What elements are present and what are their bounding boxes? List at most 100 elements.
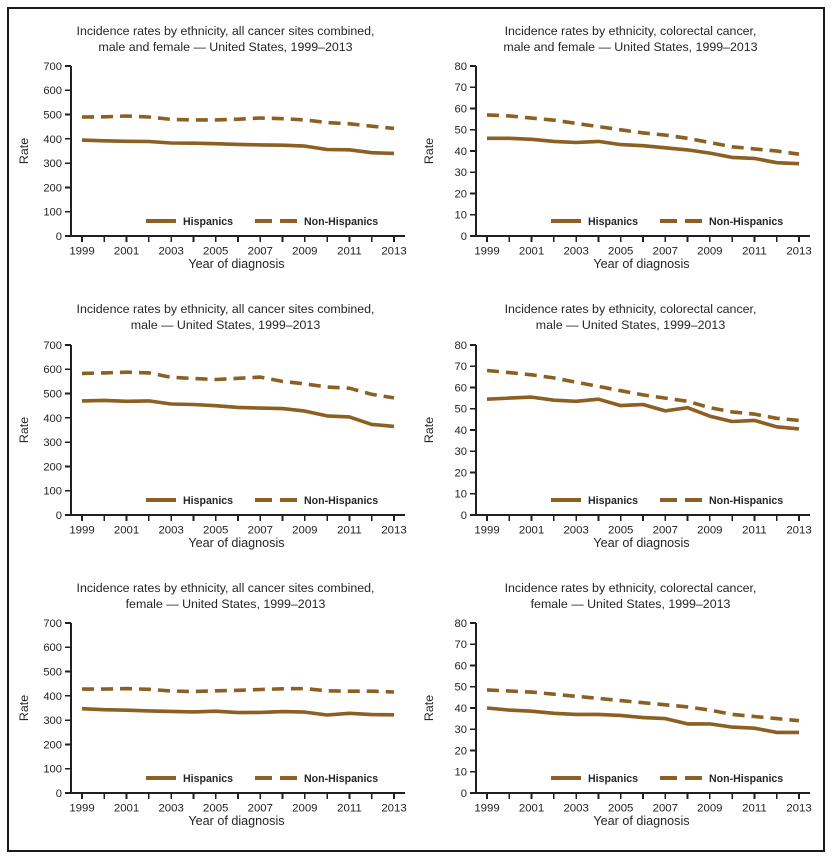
- non-hispanics-legend-label: Non-Hispanics: [304, 495, 378, 507]
- y-axis-ticks: 0 100 200 300 400 500 600 700: [43, 61, 71, 243]
- y-tick-label: 400: [43, 134, 62, 146]
- y-tick-label: 80: [454, 618, 466, 630]
- legend: Hispanics Non-Hispanics: [145, 216, 378, 228]
- x-axis-label: Year of diagnosis: [188, 813, 285, 828]
- y-tick-label: 500: [43, 666, 62, 678]
- x-tick-label: 2013: [381, 246, 406, 258]
- x-tick-label: 2011: [337, 802, 362, 814]
- y-tick-label: 500: [43, 110, 62, 122]
- y-tick-label: 0: [55, 509, 61, 521]
- chart-panel-colorectal-male: Incidence rates by ethnicity, colorectal…: [416, 290, 821, 568]
- hispanics-legend-label: Hispanics: [588, 773, 638, 785]
- non-hispanics-legend-label: Non-Hispanics: [304, 216, 378, 228]
- line-chart-all-sites-male-female: 0 100 200 300 400 500 600 700 1999 2001 2003 2005 20…: [17, 61, 407, 258]
- x-tick-label: 1999: [474, 524, 499, 536]
- chart-title: Incidence rates by ethnicity, colorectal…: [416, 23, 821, 55]
- x-tick-label: 1999: [474, 802, 499, 814]
- y-tick-label: 30: [454, 724, 466, 736]
- chart-title-line1: Incidence rates by ethnicity, all cancer…: [76, 24, 375, 38]
- y-tick-label: 100: [43, 764, 62, 776]
- x-tick-label: 2003: [158, 802, 183, 814]
- non-hispanics-legend-label: Non-Hispanics: [709, 773, 783, 785]
- chart-title-line1: Incidence rates by ethnicity, colorectal…: [504, 302, 757, 317]
- x-tick-label: 2013: [786, 524, 811, 536]
- y-tick-label: 50: [454, 682, 466, 694]
- chart-title-line2: male — United States, 1999–2013: [130, 318, 321, 333]
- x-tick-label: 2009: [292, 802, 317, 814]
- chart-title-line1: Incidence rates by ethnicity, colorectal…: [504, 580, 757, 595]
- x-tick-label: 2011: [337, 524, 362, 536]
- y-tick-label: 20: [454, 467, 466, 479]
- x-tick-label: 2007: [247, 802, 272, 814]
- y-tick-label: 400: [43, 412, 62, 424]
- y-tick-label: 0: [55, 788, 61, 800]
- x-tick-label: 2005: [608, 246, 633, 258]
- x-axis-ticks: 1999 2001 2003 2005 2007 2009 2011 2013: [69, 514, 406, 536]
- hispanics-line: [81, 706, 394, 717]
- chart-panel-colorectal-female: Incidence rates by ethnicity, colorectal…: [416, 569, 821, 847]
- x-tick-label: 2013: [381, 524, 406, 536]
- y-tick-label: 600: [43, 364, 62, 376]
- x-axis-ticks: 1999 2001 2003 2005 2007 2009 2011 2013: [474, 514, 811, 536]
- line-chart-colorectal-male-female: 0 10 20 30 40 50 60 70 80 1999 2001 2003 2005 2007 200…: [422, 61, 812, 258]
- legend: Hispanics Non-Hispanics: [550, 216, 783, 228]
- x-tick-label: 2011: [742, 246, 767, 258]
- non-hispanics-legend-label: Non-Hispanics: [709, 216, 783, 228]
- chart-panel-colorectal-male-female: Incidence rates by ethnicity, colorectal…: [416, 12, 821, 290]
- y-tick-label: 50: [454, 403, 466, 415]
- x-tick-label: 2009: [292, 524, 317, 536]
- y-tick-label: 70: [454, 639, 466, 651]
- hispanics-legend-label: Hispanics: [183, 216, 233, 228]
- hispanics-line: [81, 398, 394, 428]
- y-tick-label: 600: [43, 642, 62, 654]
- x-tick-label: 2009: [697, 246, 722, 258]
- y-tick-label: 30: [454, 167, 466, 179]
- y-tick-label: 700: [43, 61, 62, 73]
- figure-frame: Incidence rates by ethnicity, all cancer…: [7, 7, 825, 852]
- chart-title: Incidence rates by ethnicity, all cancer…: [11, 301, 416, 333]
- chart-title: Incidence rates by ethnicity, colorectal…: [416, 301, 821, 333]
- x-tick-label: 1999: [69, 524, 94, 536]
- y-axis-label: Rate: [422, 416, 436, 442]
- x-tick-label: 2001: [518, 524, 543, 536]
- y-tick-label: 300: [43, 158, 62, 170]
- chart-panel-all-sites-male-female: Incidence rates by ethnicity, all cancer…: [11, 12, 416, 290]
- y-tick-label: 200: [43, 183, 62, 195]
- y-axis-label: Rate: [17, 695, 31, 721]
- line-chart-colorectal-female: 0 10 20 30 40 50 60 70 80 1999 2001 2003 2005 2007 200…: [422, 618, 812, 815]
- legend: Hispanics Non-Hispanics: [550, 773, 783, 785]
- y-tick-label: 70: [454, 361, 466, 373]
- x-tick-label: 2011: [742, 802, 767, 814]
- y-tick-label: 700: [43, 618, 62, 630]
- y-tick-label: 100: [43, 207, 62, 219]
- hispanics-legend-label: Hispanics: [183, 773, 233, 785]
- y-tick-label: 20: [454, 189, 466, 201]
- x-axis-ticks: 1999 2001 2003 2005 2007 2009 2011 2013: [474, 236, 811, 258]
- x-tick-label: 2009: [697, 524, 722, 536]
- y-tick-label: 0: [460, 231, 466, 243]
- x-tick-label: 2001: [113, 802, 138, 814]
- line-chart-all-sites-male: 0 100 200 300 400 500 600 700 1999 2001 2003 2005 20…: [17, 339, 407, 536]
- y-tick-label: 500: [43, 388, 62, 400]
- non-hispanics-line: [486, 368, 799, 422]
- y-tick-label: 10: [454, 210, 466, 222]
- y-axis-ticks: 0 10 20 30 40 50 60 70 80: [454, 61, 476, 243]
- y-tick-label: 200: [43, 739, 62, 751]
- y-tick-label: 70: [454, 82, 466, 94]
- x-axis-ticks: 1999 2001 2003 2005 2007 2009 2011 2013: [69, 792, 406, 814]
- non-hispanics-legend-label: Non-Hispanics: [304, 773, 378, 785]
- x-tick-label: 2013: [381, 802, 406, 814]
- y-tick-label: 10: [454, 767, 466, 779]
- chart-title: Incidence rates by ethnicity, colorectal…: [416, 580, 821, 612]
- y-tick-label: 600: [43, 85, 62, 97]
- y-axis-label: Rate: [422, 695, 436, 721]
- y-axis-ticks: 0 100 200 300 400 500 600 700: [43, 618, 71, 800]
- x-tick-label: 1999: [474, 246, 499, 258]
- chart-title: Incidence rates by ethnicity, all cancer…: [11, 23, 416, 55]
- hispanics-legend-label: Hispanics: [588, 495, 638, 507]
- x-tick-label: 2007: [652, 802, 677, 814]
- hispanics-legend-label: Hispanics: [183, 495, 233, 507]
- x-tick-label: 2007: [652, 524, 677, 536]
- y-tick-label: 300: [43, 437, 62, 449]
- non-hispanics-line: [81, 369, 394, 400]
